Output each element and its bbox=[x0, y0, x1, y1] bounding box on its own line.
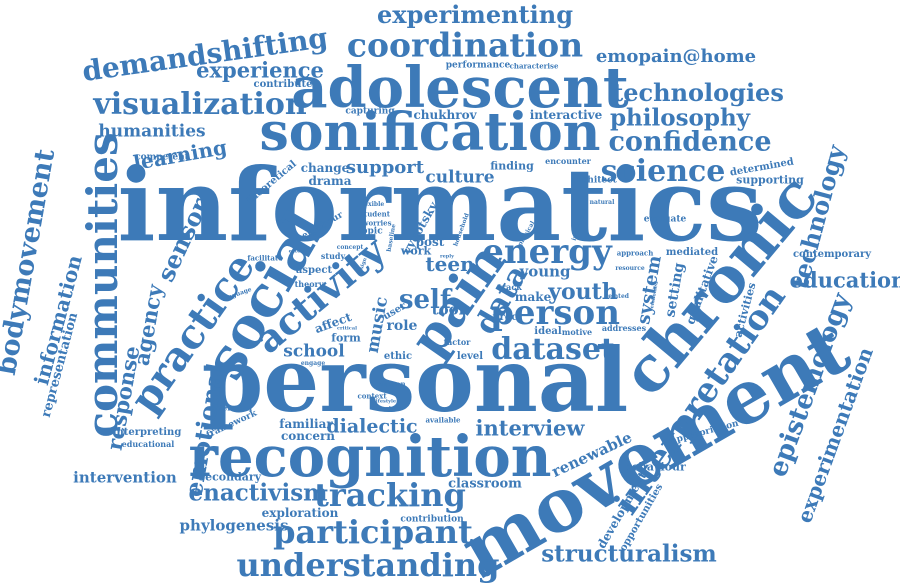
word-education: education bbox=[789, 267, 900, 293]
word-classroom: classroom bbox=[448, 476, 522, 492]
word-ideal: ideal bbox=[534, 326, 562, 337]
word-school: school bbox=[283, 341, 345, 362]
word-approach: approach bbox=[616, 248, 654, 258]
word-architect: architect bbox=[571, 175, 617, 186]
word-structuralism: structuralism bbox=[541, 540, 717, 568]
word-participant: participant bbox=[273, 513, 473, 551]
word-humanities: humanities bbox=[98, 121, 206, 142]
word-dataset: dataset bbox=[491, 332, 615, 367]
word-level: level bbox=[456, 351, 484, 362]
word-finding: finding bbox=[490, 159, 534, 173]
word-capturing: capturing bbox=[345, 106, 395, 117]
word-interview: interview bbox=[475, 415, 585, 441]
word-ethic: ethic bbox=[383, 351, 413, 362]
word-behaviour: behaviour bbox=[624, 460, 686, 474]
word-self: self bbox=[398, 285, 452, 315]
word-chukhrov: chukhrov bbox=[413, 108, 477, 122]
word-track: track bbox=[498, 282, 522, 292]
word-confidence: confidence bbox=[608, 126, 772, 158]
word-addresses: addresses bbox=[601, 323, 647, 333]
word-personal: personal bbox=[201, 328, 629, 432]
word-available: available bbox=[425, 415, 461, 425]
word-extend: extend bbox=[288, 248, 308, 255]
word-youth: youth bbox=[548, 279, 618, 305]
word-change: change bbox=[300, 161, 350, 175]
word-related: related bbox=[605, 293, 629, 300]
word-lifestyle: lifestyle bbox=[373, 398, 397, 405]
word-student: student bbox=[360, 209, 390, 219]
word-characterise: characterise bbox=[509, 61, 559, 71]
word-secondary: secondary bbox=[198, 470, 262, 484]
word-exploration: exploration bbox=[261, 506, 339, 520]
word-experimenting: experimenting bbox=[377, 0, 573, 29]
word-tracking: tracking bbox=[314, 476, 466, 514]
word-theory: theory bbox=[294, 279, 324, 289]
word-human: human bbox=[378, 379, 406, 389]
word-visualization: visualization bbox=[93, 87, 307, 122]
word-role: role bbox=[386, 318, 418, 334]
word-interpreting: interpreting bbox=[112, 427, 182, 438]
word-adolescent: adolescent bbox=[291, 55, 629, 121]
word-culture: culture bbox=[425, 167, 495, 188]
word-proc: proc bbox=[492, 312, 518, 323]
word-concern: concern bbox=[280, 429, 336, 443]
word-teen: teen bbox=[425, 252, 475, 276]
word-support: support bbox=[345, 157, 425, 178]
word-supporting: supporting bbox=[736, 173, 804, 187]
word-motive: motive bbox=[561, 327, 593, 337]
word-contribute: contribute bbox=[253, 79, 313, 90]
word-tool: tool bbox=[431, 300, 465, 319]
word-factor: factor bbox=[443, 337, 471, 347]
word-understanding: understanding bbox=[236, 546, 500, 584]
word-recognition: recognition bbox=[188, 424, 552, 490]
word-educational: educational bbox=[121, 439, 175, 449]
word-critical: critical bbox=[337, 325, 357, 332]
word-informatics: informatics bbox=[117, 146, 763, 264]
word-phylogenesis: phylogenesis bbox=[179, 516, 289, 535]
word-study: study bbox=[320, 251, 346, 261]
word-coordination: coordination bbox=[346, 25, 584, 65]
word-science: science bbox=[600, 154, 726, 189]
word-dialectic: dialectic bbox=[326, 415, 418, 438]
word-make: make bbox=[514, 290, 552, 304]
word-post: post bbox=[415, 235, 445, 249]
word-facilitate: facilitate bbox=[247, 253, 283, 263]
word-natural: natural bbox=[589, 199, 615, 206]
word-analysis: analysis bbox=[378, 405, 402, 412]
word-familiar: familiar bbox=[279, 417, 333, 431]
word-young: young bbox=[519, 262, 571, 281]
word-philosophy: philosophy bbox=[609, 104, 751, 132]
word-concept: concept bbox=[336, 244, 364, 251]
word-topic: topic bbox=[357, 226, 383, 237]
word-enactivism: enactivism bbox=[188, 479, 328, 507]
word-resource: resource bbox=[615, 265, 645, 272]
word-context: context bbox=[357, 391, 387, 401]
word-emopain-home: emopain@home bbox=[595, 46, 757, 67]
word-worries: worries bbox=[362, 218, 392, 228]
word-person: person bbox=[490, 293, 620, 333]
word-interactive: interactive bbox=[529, 108, 603, 122]
word-performance: performance bbox=[445, 60, 511, 71]
word-engage: engage bbox=[300, 360, 326, 367]
word-reply: reply bbox=[439, 253, 455, 260]
word-technologies: technologies bbox=[612, 78, 784, 107]
word-energy: energy bbox=[482, 232, 612, 272]
word-drama: drama bbox=[308, 174, 352, 188]
word-experience: experience bbox=[196, 57, 324, 83]
word-competent: competent bbox=[135, 152, 189, 163]
word-mediated: mediated bbox=[665, 247, 719, 258]
word-work: work bbox=[400, 244, 432, 258]
word-form: form bbox=[331, 331, 361, 345]
word-contemporary: contemporary bbox=[792, 249, 872, 260]
word-aspect: aspect bbox=[295, 265, 333, 276]
word-sonification: sonification bbox=[259, 102, 601, 163]
word-contribution: contribution bbox=[400, 514, 464, 525]
word-flexible: flexible bbox=[359, 201, 385, 208]
word-intervention: intervention bbox=[73, 468, 177, 487]
word-encounter: encounter bbox=[545, 156, 591, 166]
word-evaluate: evaluate bbox=[643, 214, 687, 225]
word-interested: interested bbox=[211, 403, 253, 413]
